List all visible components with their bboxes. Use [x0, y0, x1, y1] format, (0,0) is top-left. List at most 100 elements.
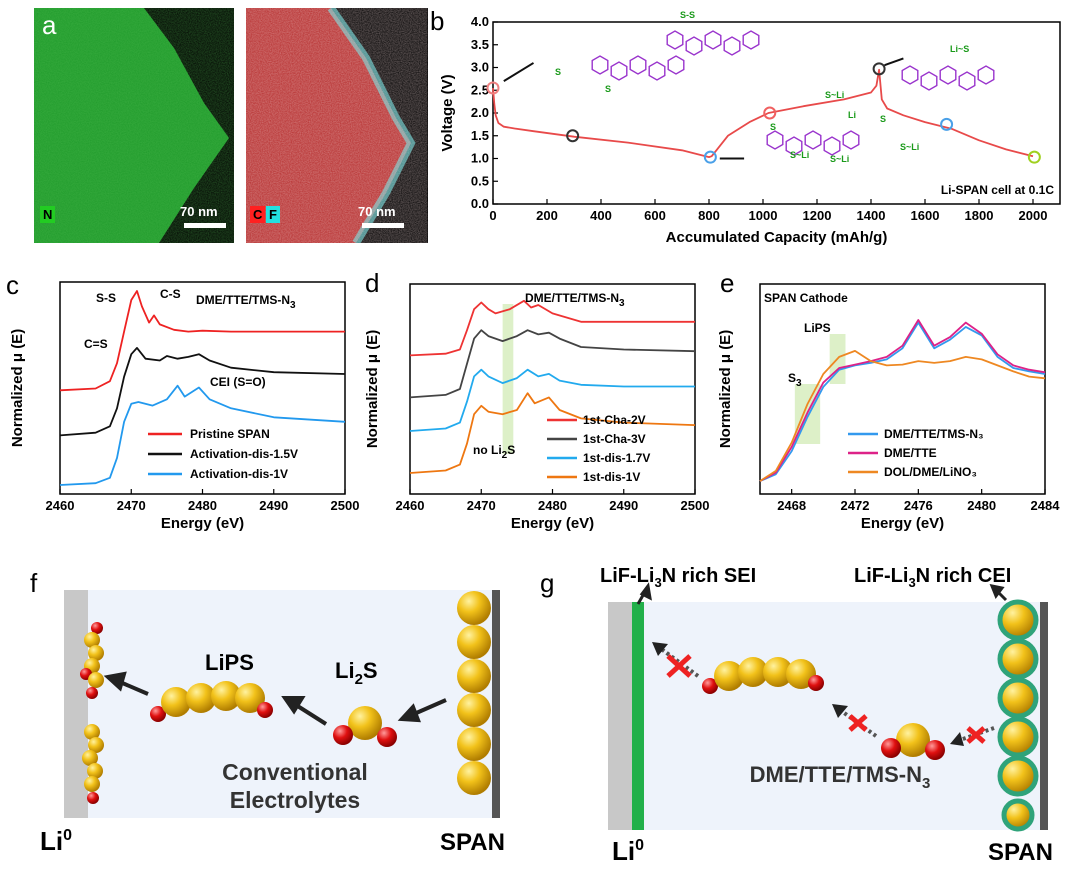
chart-title: DME/TTE/TMS-N3: [196, 293, 296, 311]
legend-label: 1st-Cha-3V: [583, 432, 646, 446]
molecule-label: Li~S: [950, 44, 969, 54]
panel-letter-e: e: [720, 268, 734, 298]
ring: [977, 65, 995, 85]
li2s-label: Li2S: [335, 658, 378, 688]
panel-letter-c: c: [6, 270, 19, 300]
panel-d: d 2460 2470 2480 2490 2500 Energy (eV) Normali…: [364, 268, 709, 532]
xas-spectrum: [59, 347, 346, 437]
scalebar: [184, 223, 226, 228]
plot-frame: [492, 21, 1061, 205]
x-tick-label: 800: [698, 208, 720, 223]
x-tick-label: 400: [590, 208, 612, 223]
x-tick-label: 2480: [188, 498, 217, 513]
chart-e: 2468 2472 2476 2480 2484 Energy (eV) Normalize…: [717, 283, 1061, 532]
x-tick-label: 2460: [396, 498, 425, 513]
y-tick-label: 0.0: [471, 196, 489, 211]
label-arrows: [636, 582, 1008, 605]
panel-e: e 2468 2472 2476 2480 2484 Energy (eV) Normali…: [717, 268, 1061, 532]
x-tick-label: 1600: [911, 208, 940, 223]
scalebar-label: 70 nm: [180, 204, 218, 219]
x-axis-label: Accumulated Capacity (mAh/g): [666, 229, 888, 246]
xas-spectrum: [759, 350, 1046, 482]
panel-letter-b: b: [430, 6, 444, 36]
molecule-label: Li: [848, 110, 856, 120]
ring: [804, 130, 822, 150]
electrolyte-label-line1: Conventional: [222, 759, 368, 785]
x-tick-label: 2476: [904, 498, 933, 513]
y-tick-label: 4.0: [471, 14, 489, 29]
plot-frame: [409, 283, 696, 495]
x-tick-label: 2000: [1019, 208, 1048, 223]
panel-g: g LiF-Li3N rich SEI LiF-Li3N rich CEI DM…: [540, 565, 1053, 866]
blocked-arrows: [652, 642, 995, 746]
span-molecule-sketch: [766, 130, 860, 156]
legend-label: DME/TTE: [884, 446, 937, 460]
xas-spectrum: [759, 321, 1046, 482]
state-marker: [763, 106, 777, 120]
panel-letter-g: g: [540, 568, 554, 598]
diffusion-arrows: [103, 671, 447, 726]
chart-title: DME/TTE/TMS-N3: [525, 291, 625, 309]
scalebar-label: 70 nm: [358, 204, 396, 219]
x-tick-label: 2470: [467, 498, 496, 513]
cei-label: LiF-Li3N rich CEI: [854, 565, 1011, 590]
y-tick-label: 1.5: [471, 128, 489, 143]
ring: [666, 30, 684, 50]
pointer-arrow: [503, 62, 535, 83]
legend-label: 1st-dis-1V: [583, 470, 640, 484]
chart-b: 0 200 400 600 800 1000 1200 1400 1600 1800 2000 0.0…: [439, 10, 1061, 246]
electrolyte-label: DME/TTE/TMS-N3: [750, 762, 931, 792]
anode-deposits: [80, 622, 104, 804]
x-tick-label: 2484: [1031, 498, 1061, 513]
highlight-band: [502, 304, 514, 454]
cathode-label: SPAN: [988, 839, 1053, 866]
eds-map-n: N 70 nm: [34, 8, 234, 243]
x-tick-label: 2500: [331, 498, 360, 513]
legend: Pristine SPAN Activation-dis-1.5V Activati…: [148, 427, 298, 481]
molecule-label: S: [880, 114, 886, 124]
panel-a: N 70 nm a C F 70 nm: [0, 0, 430, 245]
xas-spectrum: [409, 329, 696, 399]
eds-c-label: C: [250, 206, 266, 223]
cathode-label: SPAN: [440, 829, 505, 856]
eds-n-shape: [34, 8, 229, 243]
ring: [958, 71, 976, 91]
x-axis-label: Energy (eV): [861, 515, 944, 532]
lips-molecule: [150, 681, 273, 722]
panel-letter-d: d: [365, 268, 379, 298]
chart-d: 2460 2470 2480 2490 2500 Energy (eV) Normalize…: [364, 283, 709, 532]
ring: [766, 130, 784, 150]
y-tick-label: 2.5: [471, 82, 489, 97]
peak-label: CEI (S=O): [210, 375, 266, 389]
x-tick-label: 1200: [803, 208, 832, 223]
lithium-anode: [608, 602, 632, 830]
panel-letter-a: a: [42, 10, 57, 40]
ring: [823, 136, 841, 156]
y-tick-label: 2.0: [471, 105, 489, 120]
ring: [901, 65, 919, 85]
molecule-label: S-S: [680, 10, 695, 20]
y-axis-label: Normalized μ (E): [717, 330, 734, 448]
state-marker: [566, 129, 580, 143]
xas-spectrum: [759, 319, 1046, 482]
plot-frame: [759, 283, 1046, 495]
cathode-current-collector: [1040, 602, 1048, 830]
molecule-label: S~Li: [790, 150, 809, 160]
x-axis-label: Energy (eV): [161, 515, 244, 532]
y-axis-label: Normalized μ (E): [9, 329, 26, 447]
ring: [842, 130, 860, 150]
state-marker: [703, 150, 717, 164]
peak-label: C=S: [84, 337, 108, 351]
lips-molecule: [702, 657, 824, 694]
x-tick-label: 2480: [967, 498, 996, 513]
peak-label: LiPS: [804, 321, 831, 335]
voltage-curve: [492, 68, 1034, 159]
legend-label: 1st-dis-1.7V: [583, 451, 650, 465]
ring: [610, 61, 628, 81]
legend-label: Pristine SPAN: [190, 427, 270, 441]
no-li2s-label: no Li2S: [473, 443, 515, 461]
y-axis-label: Voltage (V): [439, 74, 456, 151]
chart-title: SPAN Cathode: [764, 291, 848, 305]
x-tick-label: 2480: [538, 498, 567, 513]
x-tick-label: 2472: [841, 498, 870, 513]
